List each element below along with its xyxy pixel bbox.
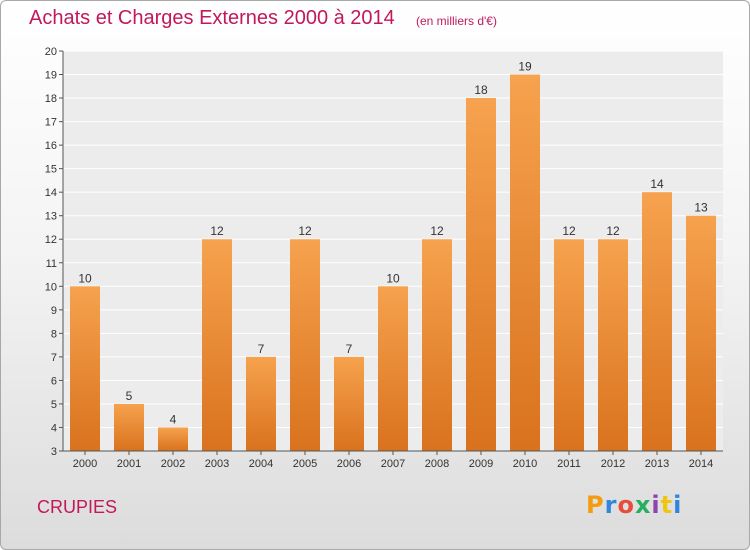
chart-title: Achats et Charges Externes 2000 à 2014 — [29, 7, 395, 29]
data-label-2008: 12 — [430, 224, 444, 238]
y-axis: 3 4 5 6 7 8 9 10 11 12 13 14 15 16 17 18 19 20 — [45, 46, 63, 458]
x-tick-label-2010: 2010 — [513, 458, 537, 470]
bar-2011 — [554, 239, 584, 451]
logo-letter: i — [651, 491, 661, 519]
data-label-2000: 10 — [78, 271, 92, 285]
bar-2001 — [114, 403, 144, 451]
logo-letter: i — [673, 491, 683, 519]
x-tick-label-2009: 2009 — [469, 458, 493, 470]
bar-2005 — [290, 239, 320, 451]
y-tick-label: 14 — [45, 187, 57, 199]
logo-letter: P — [586, 491, 605, 519]
y-tick-label: 20 — [45, 46, 57, 58]
logo-letter: x — [634, 491, 652, 519]
logo-letter: t — [660, 491, 674, 519]
y-tick-label: 8 — [51, 328, 57, 340]
y-tick-label: 18 — [45, 93, 57, 105]
y-tick-label: 4 — [51, 422, 57, 434]
y-tick-label: 3 — [51, 446, 57, 458]
y-tick-label: 9 — [51, 305, 57, 317]
y-tick-label: 19 — [45, 70, 57, 82]
y-tick-label: 16 — [45, 140, 57, 152]
logo-letter: r — [604, 491, 618, 519]
x-tick-label-2008: 2008 — [425, 458, 449, 470]
bar-2013 — [642, 192, 672, 452]
y-tick-label: 17 — [45, 117, 57, 129]
y-tick-label: 7 — [51, 352, 57, 364]
bar-2007 — [378, 286, 408, 451]
x-tick-label-2012: 2012 — [601, 458, 625, 470]
y-tick-label: 11 — [46, 258, 57, 270]
y-tick-label: 10 — [45, 281, 57, 293]
x-tick-label-2013: 2013 — [645, 458, 669, 470]
x-tick-label-2011: 2011 — [557, 458, 581, 470]
commune-name: CRUPIES — [37, 497, 118, 517]
bar-2004 — [246, 356, 276, 451]
data-label-2013: 14 — [650, 177, 664, 191]
y-tick-label: 6 — [51, 375, 57, 387]
y-tick-label: 5 — [51, 399, 57, 411]
x-tick-label-2000: 2000 — [73, 458, 97, 470]
data-label-2011: 12 — [562, 224, 576, 238]
bar-2006 — [334, 356, 364, 451]
bar-2009 — [466, 98, 496, 451]
x-tick-label-2014: 2014 — [689, 458, 713, 470]
bar-2000 — [70, 286, 100, 451]
bar-2008 — [422, 239, 452, 451]
data-label-2007: 10 — [386, 271, 400, 285]
bar-2003 — [202, 239, 232, 451]
bar-2010 — [510, 74, 540, 451]
proxiti-logo: Proxiti — [586, 491, 682, 519]
y-tick-label: 15 — [45, 164, 57, 176]
bar-2012 — [598, 239, 628, 451]
x-tick-label-2004: 2004 — [249, 458, 273, 470]
y-tick-label: 12 — [45, 234, 57, 246]
x-tick-label-2005: 2005 — [293, 458, 317, 470]
data-label-2010: 19 — [518, 60, 532, 74]
bars: 10 5 4 12 7 12 7 10 12 18 19 12 12 14 13 — [70, 60, 716, 452]
logo-letter: o — [617, 491, 635, 519]
y-tick-label: 13 — [45, 211, 57, 223]
data-label-2006: 7 — [346, 342, 353, 356]
data-label-2002: 4 — [170, 412, 177, 426]
data-label-2012: 12 — [606, 224, 620, 238]
bar-2014 — [686, 215, 716, 451]
data-label-2001: 5 — [126, 389, 133, 403]
data-label-2005: 12 — [298, 224, 312, 238]
x-tick-label-2006: 2006 — [337, 458, 361, 470]
x-tick-label-2003: 2003 — [205, 458, 229, 470]
chart-subtitle: (en milliers d'€) — [416, 14, 497, 28]
bar-2002 — [158, 427, 188, 451]
x-axis: 2000 2001 2002 2003 2004 2005 2006 2007 2008 2009… — [73, 451, 713, 470]
x-tick-label-2001: 2001 — [117, 458, 141, 470]
data-label-2009: 18 — [474, 83, 488, 97]
data-label-2004: 7 — [258, 342, 265, 356]
x-tick-label-2007: 2007 — [381, 458, 405, 470]
data-label-2003: 12 — [210, 224, 224, 238]
x-tick-label-2002: 2002 — [161, 458, 185, 470]
data-label-2014: 13 — [694, 201, 708, 215]
